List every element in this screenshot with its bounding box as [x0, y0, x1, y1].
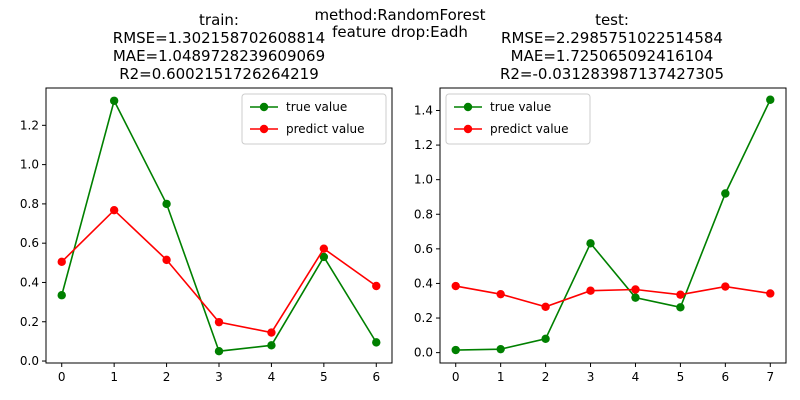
test-predict-value-point	[541, 302, 550, 311]
train-title-line-2: RMSE=1.302158702608814	[113, 29, 325, 47]
test-predict-value-point	[721, 282, 730, 291]
train-x-tick-label: 4	[268, 370, 276, 384]
test-predict-value-point	[496, 289, 505, 299]
test-title-line-3: MAE=1.725065092416104	[511, 47, 714, 65]
train-legend-predict-value-label: predict value	[286, 122, 365, 136]
train-true-value-point	[109, 96, 119, 105]
train-predict-value-point	[109, 205, 119, 215]
train-title-line-1: train:	[199, 11, 239, 29]
train-title-line-3: MAE=1.0489728239609069	[113, 47, 325, 65]
test-legend: true value predict value	[445, 93, 591, 145]
train-true-value-point	[57, 291, 66, 300]
train-predict-value-line	[61, 209, 377, 334]
train-x-tick-label: 5	[320, 370, 328, 384]
train-predict-value-point	[162, 255, 171, 265]
train-legend-true-value-label: true value	[286, 100, 347, 114]
train-y-tick-label: 0.2	[20, 315, 39, 329]
test-true-value-point	[496, 344, 505, 354]
test-title-line-4: R2=-0.031283987137427305	[500, 65, 724, 83]
train-y-tick-label: 0.8	[20, 197, 39, 211]
train-x-tick-label: 1	[110, 370, 118, 384]
test-true-value-point	[451, 345, 460, 355]
suptitle-line-2: feature drop:Eadh	[332, 23, 468, 41]
test-y-tick-label: 0.8	[414, 207, 433, 221]
test-x-tick-label: 3	[587, 370, 595, 384]
test-title-line-2: RMSE=2.2985751022514584	[501, 29, 723, 47]
train-predict-value-point	[319, 244, 329, 253]
test-predict-value-point	[586, 286, 595, 295]
test-y-tick-label: 0.0	[414, 346, 433, 360]
test-x-tick-label: 7	[766, 370, 774, 384]
train-x-tick-label: 2	[163, 370, 171, 384]
train-legend: true value predict value	[241, 93, 387, 145]
train-true-value-point	[267, 341, 276, 350]
test-true-value-point	[586, 239, 595, 248]
test-predict-value-line	[455, 285, 771, 308]
test-x-tick-label: 2	[542, 370, 550, 384]
train-legend-predict-value-marker	[259, 124, 269, 134]
test-y-tick-label: 0.6	[414, 242, 433, 256]
test-axes-frame	[439, 87, 787, 364]
train-x-tick-label: 0	[58, 370, 66, 384]
train-y-tick-label: 1.2	[20, 118, 39, 132]
suptitle-line-1: method:RandomForest	[314, 6, 485, 24]
test-y-tick-label: 1.2	[414, 138, 433, 152]
test-predict-value-point	[451, 281, 460, 291]
test-title-line-1: test:	[595, 11, 629, 29]
test-y-tick-label: 1.4	[414, 103, 433, 117]
test-predict-value-point	[766, 289, 775, 298]
test-predict-value-point	[676, 290, 685, 299]
train-chart: train:RMSE=1.302158702608814MAE=1.048972…	[20, 11, 393, 384]
train-x-tick-label: 6	[372, 370, 380, 384]
test-x-tick-label: 1	[497, 370, 505, 384]
train-y-tick-label: 1.0	[20, 158, 39, 172]
test-legend-true-value-label: true value	[490, 100, 551, 114]
test-y-tick-label: 0.4	[414, 276, 433, 290]
test-x-tick-label: 5	[677, 370, 685, 384]
train-x-tick-label: 3	[215, 370, 223, 384]
train-title-line-4: R2=0.6002151726264219	[119, 65, 319, 83]
train-predict-value-point	[372, 281, 381, 291]
train-y-tick-label: 0.0	[20, 354, 39, 368]
test-true-value-point	[541, 334, 550, 343]
train-true-value-point	[319, 252, 329, 262]
train-predict-value-point	[57, 257, 66, 267]
test-true-value-point	[631, 293, 640, 302]
train-legend-true-value-marker	[259, 102, 269, 112]
test-legend-predict-value-label: predict value	[490, 122, 569, 136]
test-true-value-line	[455, 99, 771, 351]
train-true-value-point	[162, 199, 171, 209]
test-true-value-point	[766, 95, 775, 104]
test-x-tick-label: 4	[632, 370, 640, 384]
train-true-value-point	[372, 338, 381, 347]
train-predict-value-point	[267, 328, 276, 337]
test-true-value-point	[721, 189, 730, 198]
train-y-tick-label: 0.6	[20, 236, 39, 250]
train-y-tick-label: 0.4	[20, 275, 39, 289]
test-legend-predict-value-marker	[463, 124, 473, 134]
train-true-value-point	[214, 347, 224, 356]
test-true-value-point	[676, 303, 685, 312]
test-x-tick-label: 6	[722, 370, 730, 384]
test-predict-value-point	[631, 285, 640, 294]
train-predict-value-point	[214, 317, 224, 327]
test-y-tick-label: 1.0	[414, 173, 433, 187]
test-y-tick-label: 0.2	[414, 311, 433, 325]
test-x-tick-label: 0	[452, 370, 460, 384]
test-legend-true-value-marker	[463, 102, 473, 112]
test-chart: test:RMSE=2.2985751022514584MAE=1.725065…	[414, 11, 787, 384]
